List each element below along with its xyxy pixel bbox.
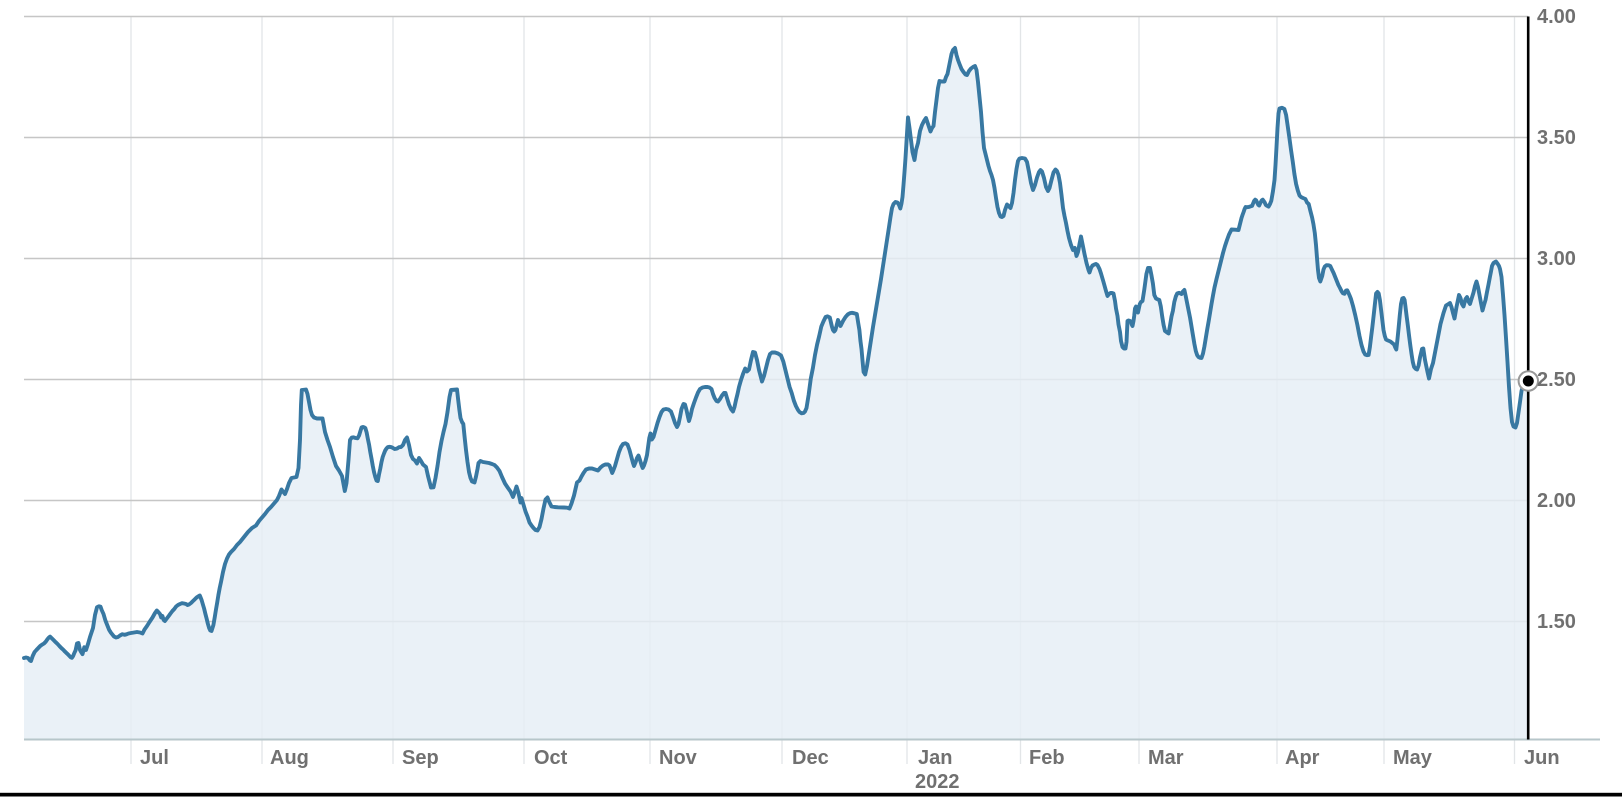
svg-text:Jul: Jul xyxy=(140,747,169,769)
svg-text:4.00: 4.00 xyxy=(1537,6,1576,28)
svg-text:2.00: 2.00 xyxy=(1537,490,1576,512)
svg-text:Aug: Aug xyxy=(270,747,309,769)
svg-text:Nov: Nov xyxy=(659,747,698,769)
svg-text:Mar: Mar xyxy=(1148,747,1184,769)
svg-text:2022: 2022 xyxy=(915,771,960,793)
svg-text:2.50: 2.50 xyxy=(1537,369,1576,391)
svg-text:May: May xyxy=(1393,747,1433,769)
svg-text:Jan: Jan xyxy=(918,747,952,769)
svg-text:Jun: Jun xyxy=(1524,747,1560,769)
svg-text:1.50: 1.50 xyxy=(1537,611,1576,633)
svg-text:3.00: 3.00 xyxy=(1537,248,1576,270)
svg-text:3.50: 3.50 xyxy=(1537,127,1576,149)
svg-text:Sep: Sep xyxy=(402,747,439,769)
svg-text:Dec: Dec xyxy=(792,747,829,769)
svg-text:Apr: Apr xyxy=(1285,747,1320,769)
svg-text:Oct: Oct xyxy=(534,747,568,769)
svg-text:Feb: Feb xyxy=(1029,747,1065,769)
